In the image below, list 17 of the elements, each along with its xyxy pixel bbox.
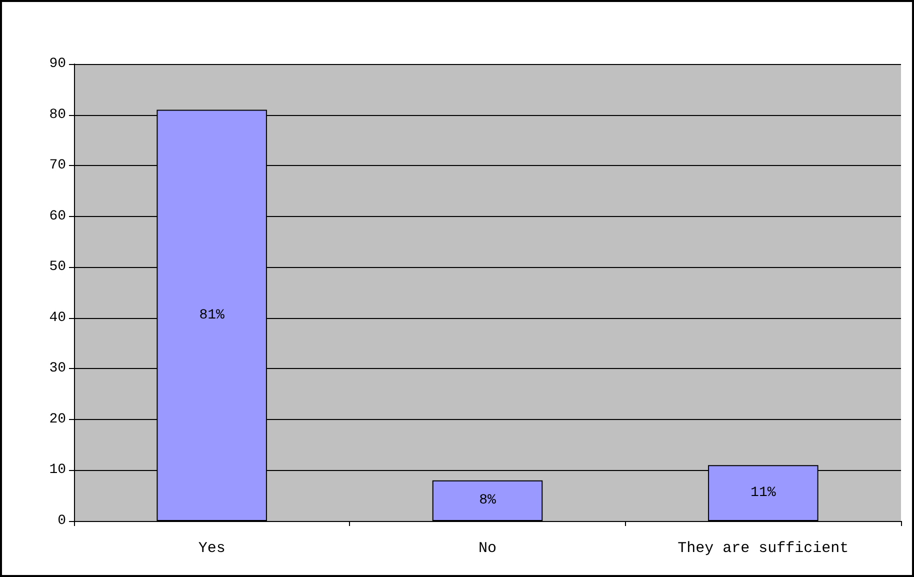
x-tick-label: They are sufficient: [678, 540, 849, 557]
bar: [432, 480, 543, 521]
data-label: 8%: [479, 492, 496, 509]
y-tick-label: 30: [49, 360, 66, 377]
x-tick-label: Yes: [198, 540, 226, 557]
y-tick-label: 60: [49, 208, 66, 224]
y-tick-label: 20: [49, 411, 66, 428]
y-tick-label: 70: [49, 158, 66, 174]
data-label: 11%: [750, 485, 776, 502]
x-tick-label: No: [478, 540, 497, 557]
y-tick-label: 10: [49, 462, 66, 478]
y-tick-label: 80: [49, 106, 66, 123]
y-tick-label: 40: [49, 310, 66, 326]
y-tick-label: 90: [49, 56, 66, 72]
y-tick-label: 0: [58, 513, 66, 529]
data-label: 81%: [199, 307, 226, 324]
y-tick-label: 50: [49, 259, 66, 276]
